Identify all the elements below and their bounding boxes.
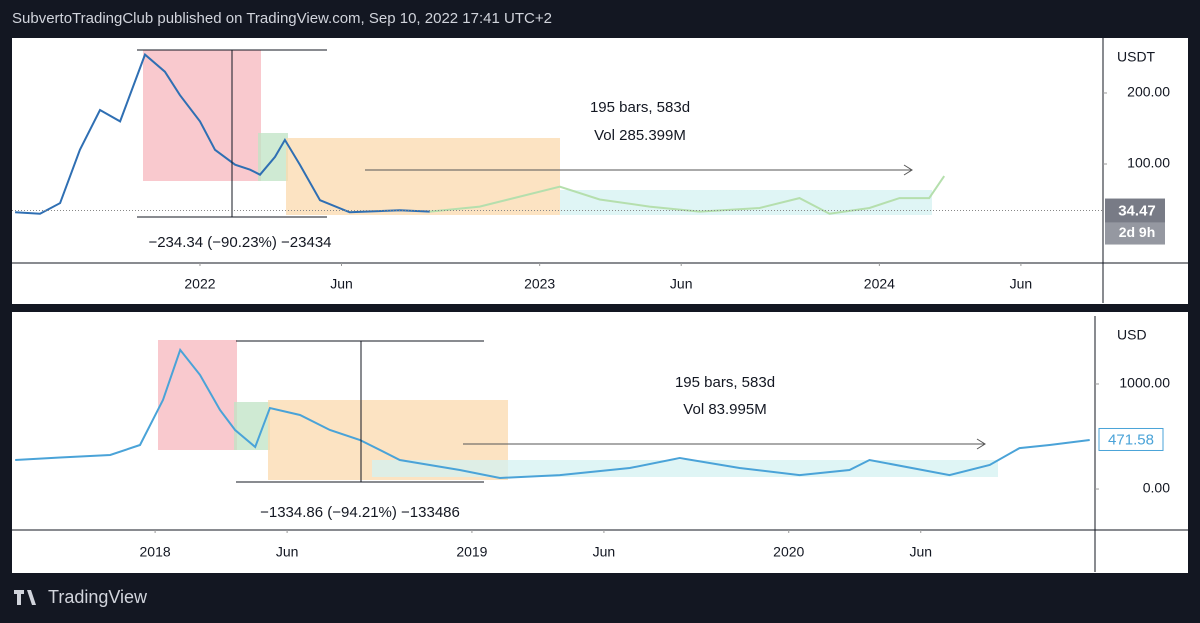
x-tick-label: Jun — [670, 276, 693, 292]
countdown: 2d 9h — [1119, 224, 1156, 240]
price-line — [15, 347, 1090, 480]
x-tick-label: 2018 — [140, 544, 171, 560]
x-tick-label: Jun — [330, 276, 353, 292]
countdown-tag — [1105, 222, 1165, 245]
currency: USD — [1117, 327, 1147, 343]
annotation: Vol 83.995M — [683, 401, 766, 418]
drawing-box — [158, 340, 237, 450]
drawing-box — [286, 138, 560, 215]
drawing-box — [143, 50, 261, 181]
x-tick-label: Jun — [276, 544, 299, 560]
y-tick-label: 1000.00 — [1119, 375, 1170, 391]
logo — [14, 590, 36, 605]
last-price: 471.58 — [1108, 431, 1154, 448]
footer: TradingView — [48, 587, 148, 607]
x-tick-label: 2019 — [456, 544, 487, 560]
y-tick-label: 0.00 — [1143, 480, 1170, 496]
price-line — [15, 52, 430, 215]
price-tag — [1105, 198, 1165, 223]
last-price: 34.47 — [1118, 203, 1156, 220]
x-tick-label: Jun — [909, 544, 932, 560]
x-tick-label: Jun — [593, 544, 616, 560]
annotation: −234.34 (−90.23%) −23434 — [148, 234, 331, 251]
x-tick-label: 2023 — [524, 276, 555, 292]
price-line — [429, 175, 946, 215]
x-tick-label: 2020 — [773, 544, 804, 560]
annotation: 195 bars, 583d — [590, 99, 690, 116]
header: SubvertoTradingClub published on Trading… — [12, 10, 552, 27]
x-tick-label: Jun — [1010, 276, 1033, 292]
x-tick-label: 2022 — [184, 276, 215, 292]
x-tick-label: 2024 — [864, 276, 895, 292]
drawing-box — [258, 133, 288, 181]
y-tick-label: 100.00 — [1127, 155, 1170, 171]
y-tick-label: 200.00 — [1127, 84, 1170, 100]
drawing-box — [234, 402, 270, 450]
annotation: Vol 285.399M — [594, 127, 686, 144]
drawing-box — [372, 460, 998, 477]
annotation: 195 bars, 583d — [675, 374, 775, 391]
price-tag — [1098, 427, 1164, 451]
arrow-head — [976, 438, 986, 450]
currency: USDT — [1117, 49, 1156, 65]
arrow-head — [903, 164, 913, 176]
annotation: −1334.86 (−94.21%) −133486 — [260, 504, 460, 521]
